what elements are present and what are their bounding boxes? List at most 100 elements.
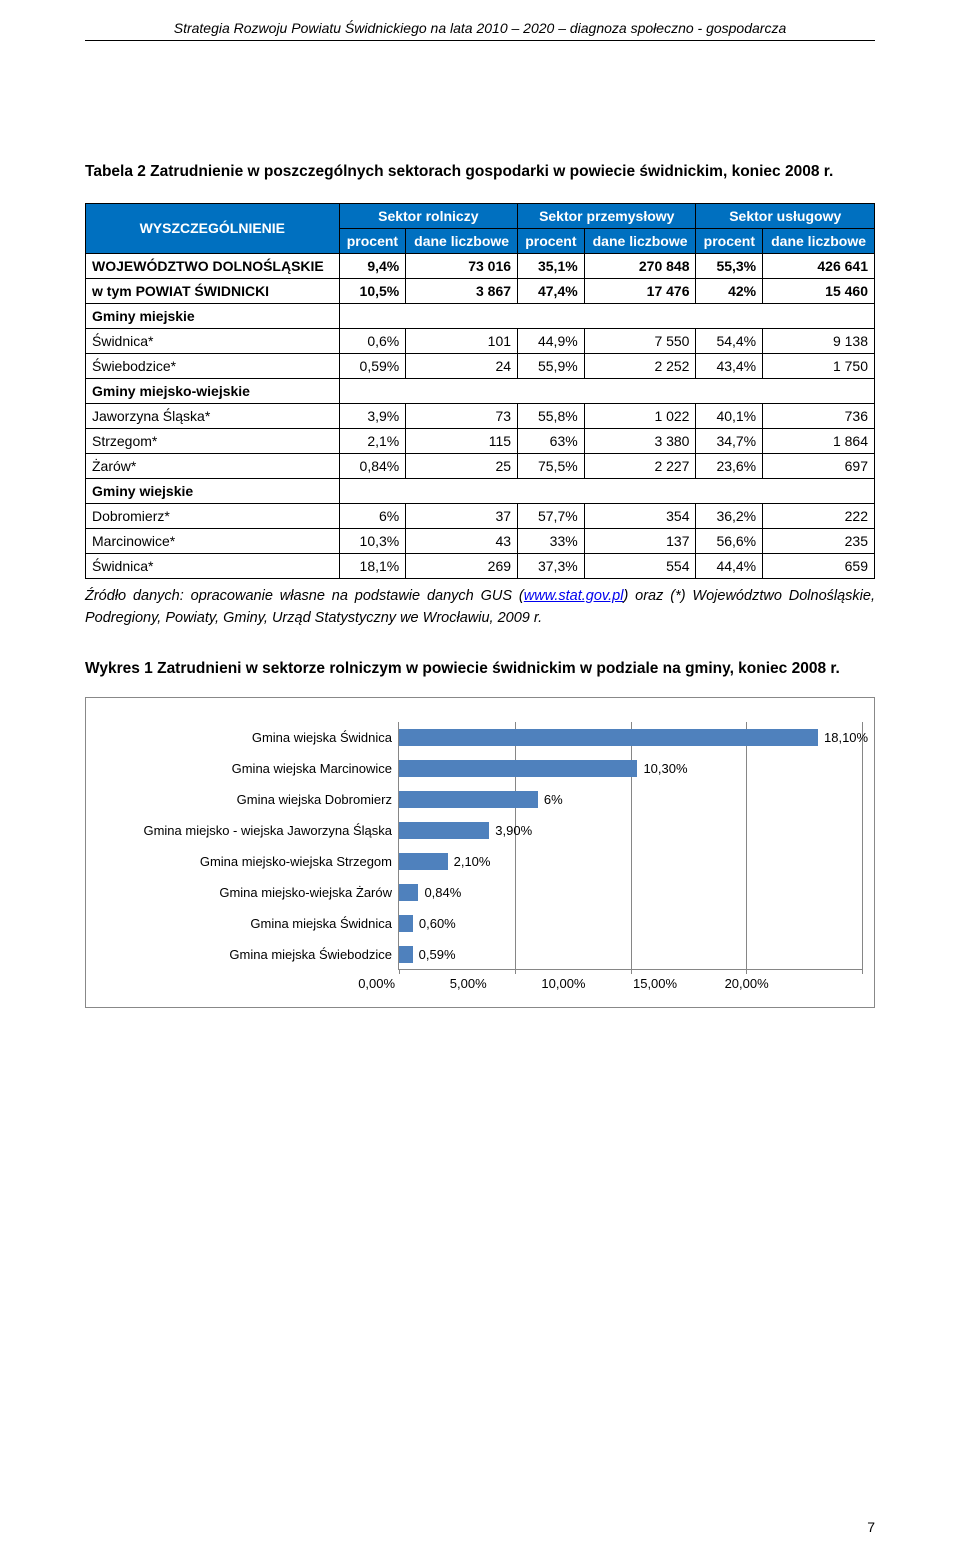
- cell: 18,1%: [339, 553, 406, 578]
- cell: 43,4%: [696, 353, 763, 378]
- cell: 1 750: [763, 353, 875, 378]
- row-label: WOJEWÓDZTWO DOLNOŚLĄSKIE: [86, 253, 340, 278]
- bar: [399, 915, 413, 932]
- x-tick-label: 20,00%: [725, 976, 817, 991]
- row-label: Jaworzyna Śląska*: [86, 403, 340, 428]
- section-row: Gminy miejsko-wiejskie: [86, 378, 875, 403]
- th-group: Sektor usługowy: [696, 203, 875, 228]
- table-caption: Tabela 2 Zatrudnienie w poszczególnych s…: [85, 161, 875, 183]
- table-head: WYSZCZEGÓLNIENIE Sektor rolniczy Sektor …: [86, 203, 875, 253]
- section-empty: [339, 378, 874, 403]
- table-row: Żarów*0,84%2575,5%2 22723,6%697: [86, 453, 875, 478]
- y-category-label: Gmina wiejska Marcinowice: [98, 753, 392, 784]
- x-tick-label: 5,00%: [450, 976, 542, 991]
- chart-x-axis: 0,00%5,00%10,00%15,00%20,00%: [404, 976, 862, 991]
- cell: 73 016: [406, 253, 518, 278]
- cell: 354: [584, 503, 696, 528]
- y-category-label: Gmina miejska Świebodzice: [98, 939, 392, 970]
- table-row: Jaworzyna Śląska*3,9%7355,8%1 02240,1%73…: [86, 403, 875, 428]
- cell: 57,7%: [518, 503, 585, 528]
- y-category-label: Gmina miejsko - wiejska Jaworzyna Śląska: [98, 815, 392, 846]
- th-group: Sektor przemysłowy: [518, 203, 696, 228]
- table-row: Świdnica*18,1%26937,3%55444,4%659: [86, 553, 875, 578]
- cell: 270 848: [584, 253, 696, 278]
- cell: 101: [406, 328, 518, 353]
- chart-y-axis-labels: Gmina wiejska ŚwidnicaGmina wiejska Marc…: [98, 722, 398, 970]
- cell: 3,9%: [339, 403, 406, 428]
- source-link[interactable]: www.stat.gov.pl: [524, 588, 624, 604]
- cell: 37: [406, 503, 518, 528]
- employment-table: WYSZCZEGÓLNIENIE Sektor rolniczy Sektor …: [85, 203, 875, 579]
- cell: 36,2%: [696, 503, 763, 528]
- x-tick-label: 10,00%: [541, 976, 633, 991]
- cell: 0,84%: [339, 453, 406, 478]
- cell: 42%: [696, 278, 763, 303]
- section-title: Gminy wiejskie: [86, 478, 340, 503]
- table-row: Świdnica*0,6%10144,9%7 55054,4%9 138: [86, 328, 875, 353]
- row-label: Świdnica*: [86, 553, 340, 578]
- cell: 15 460: [763, 278, 875, 303]
- row-label: Marcinowice*: [86, 528, 340, 553]
- x-tick-label: 15,00%: [633, 976, 725, 991]
- section-row: Gminy wiejskie: [86, 478, 875, 503]
- cell: 24: [406, 353, 518, 378]
- tick: [515, 969, 516, 974]
- th-sub: dane liczbowe: [584, 228, 696, 253]
- section-empty: [339, 478, 874, 503]
- cell: 9 138: [763, 328, 875, 353]
- tick: [862, 969, 863, 974]
- cell: 56,6%: [696, 528, 763, 553]
- bar: [399, 791, 538, 808]
- cell: 55,3%: [696, 253, 763, 278]
- cell: 44,4%: [696, 553, 763, 578]
- bar-value-label: 18,10%: [824, 729, 868, 746]
- y-category-label: Gmina miejsko-wiejska Strzegom: [98, 846, 392, 877]
- bar-value-label: 0,59%: [419, 946, 456, 963]
- bar: [399, 822, 489, 839]
- table-row: Dobromierz*6%3757,7%35436,2%222: [86, 503, 875, 528]
- bar-value-label: 10,30%: [643, 760, 687, 777]
- cell: 222: [763, 503, 875, 528]
- cell: 44,9%: [518, 328, 585, 353]
- chart-container: Gmina wiejska ŚwidnicaGmina wiejska Marc…: [85, 697, 875, 1008]
- section-empty: [339, 303, 874, 328]
- bar: [399, 760, 637, 777]
- bar: [399, 853, 448, 870]
- x-tick-label: 0,00%: [358, 976, 450, 991]
- cell: 9,4%: [339, 253, 406, 278]
- cell: 1 864: [763, 428, 875, 453]
- table-row: Marcinowice*10,3%4333%13756,6%235: [86, 528, 875, 553]
- cell: 25: [406, 453, 518, 478]
- row-label: Dobromierz*: [86, 503, 340, 528]
- cell: 697: [763, 453, 875, 478]
- y-category-label: Gmina wiejska Świdnica: [98, 722, 392, 753]
- cell: 659: [763, 553, 875, 578]
- table-row: Świebodzice*0,59%2455,9%2 25243,4%1 750: [86, 353, 875, 378]
- table-body: WOJEWÓDZTWO DOLNOŚLĄSKIE9,4%73 01635,1%2…: [86, 253, 875, 578]
- cell: 235: [763, 528, 875, 553]
- cell: 43: [406, 528, 518, 553]
- bar: [399, 884, 418, 901]
- bar-value-label: 6%: [544, 791, 563, 808]
- row-label: Świebodzice*: [86, 353, 340, 378]
- cell: 55,9%: [518, 353, 585, 378]
- th-sub: dane liczbowe: [406, 228, 518, 253]
- cell: 6%: [339, 503, 406, 528]
- table-row: WOJEWÓDZTWO DOLNOŚLĄSKIE9,4%73 01635,1%2…: [86, 253, 875, 278]
- chart-plot-area: 18,10%10,30%6%3,90%2,10%0,84%0,60%0,59%: [398, 722, 862, 970]
- cell: 34,7%: [696, 428, 763, 453]
- cell: 3 867: [406, 278, 518, 303]
- row-label: Żarów*: [86, 453, 340, 478]
- cell: 10,5%: [339, 278, 406, 303]
- cell: 0,59%: [339, 353, 406, 378]
- bar-value-label: 0,84%: [424, 884, 461, 901]
- th-corner: WYSZCZEGÓLNIENIE: [86, 203, 340, 253]
- source-citation: Źródło danych: opracowanie własne na pod…: [85, 585, 875, 630]
- cell: 426 641: [763, 253, 875, 278]
- cell: 40,1%: [696, 403, 763, 428]
- page-number: 7: [867, 1519, 875, 1535]
- cell: 7 550: [584, 328, 696, 353]
- y-category-label: Gmina wiejska Dobromierz: [98, 784, 392, 815]
- th-sub: procent: [518, 228, 585, 253]
- chart-caption: Wykres 1 Zatrudnieni w sektorze rolniczy…: [85, 658, 875, 680]
